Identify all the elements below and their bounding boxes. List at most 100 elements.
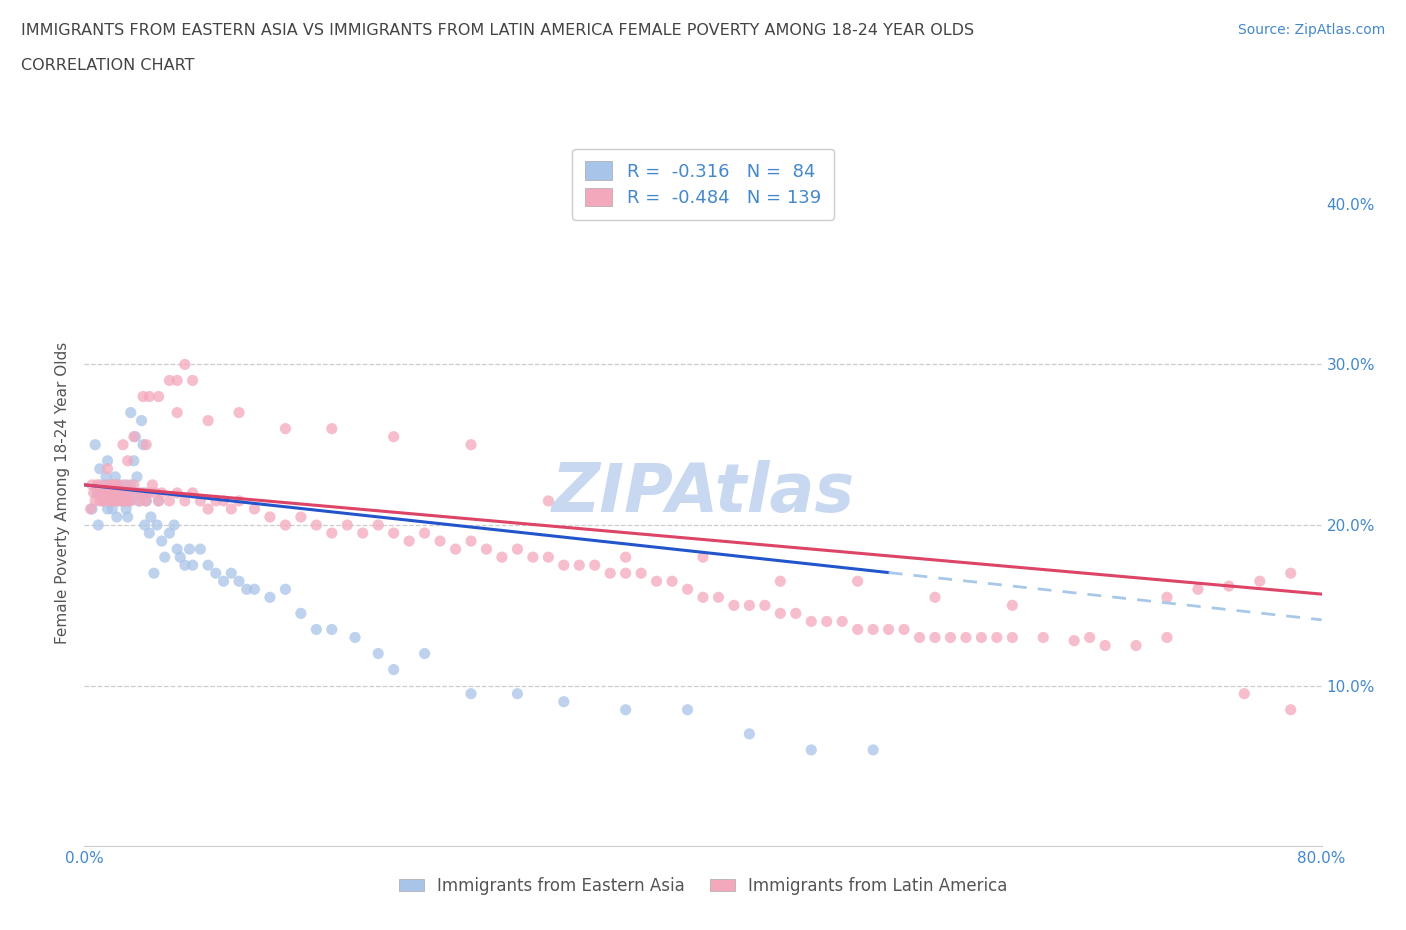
Point — [135, 437, 157, 452]
Point — [148, 494, 170, 509]
Point — [122, 453, 145, 468]
Point — [122, 430, 145, 445]
Point — [522, 550, 544, 565]
Point — [103, 494, 125, 509]
Point — [150, 485, 173, 500]
Text: Source: ZipAtlas.com: Source: ZipAtlas.com — [1237, 23, 1385, 37]
Point — [82, 501, 104, 516]
Point — [491, 550, 513, 565]
Point — [112, 485, 135, 500]
Point — [955, 630, 977, 644]
Point — [274, 421, 297, 436]
Point — [738, 598, 761, 613]
Point — [1187, 582, 1209, 597]
Point — [398, 534, 420, 549]
Point — [382, 525, 405, 540]
Point — [94, 470, 117, 485]
Point — [877, 622, 900, 637]
Point — [274, 518, 297, 533]
Point — [103, 494, 125, 509]
Point — [460, 534, 482, 549]
Point — [344, 630, 367, 644]
Point — [197, 558, 219, 573]
Point — [107, 494, 129, 509]
Point — [259, 590, 281, 604]
Point — [132, 389, 155, 404]
Point — [179, 541, 201, 556]
Text: IMMIGRANTS FROM EASTERN ASIA VS IMMIGRANTS FROM LATIN AMERICA FEMALE POVERTY AMO: IMMIGRANTS FROM EASTERN ASIA VS IMMIGRAN… — [21, 23, 974, 38]
Point — [97, 501, 120, 516]
Point — [101, 485, 124, 500]
Point — [104, 470, 127, 485]
Point — [846, 574, 869, 589]
Point — [583, 558, 606, 573]
Point — [87, 485, 110, 500]
Point — [120, 477, 142, 492]
Point — [89, 485, 111, 500]
Point — [460, 686, 482, 701]
Point — [506, 686, 529, 701]
Point — [107, 477, 129, 492]
Point — [159, 494, 181, 509]
Point — [174, 357, 197, 372]
Point — [101, 501, 124, 516]
Point — [1233, 686, 1256, 701]
Point — [290, 510, 312, 525]
Point — [94, 494, 117, 509]
Point — [169, 550, 191, 565]
Point — [148, 494, 170, 509]
Text: ZIPAtlas: ZIPAtlas — [551, 460, 855, 525]
Point — [970, 630, 993, 644]
Point — [924, 590, 946, 604]
Point — [105, 485, 128, 500]
Point — [986, 630, 1008, 644]
Point — [132, 437, 155, 452]
Point — [676, 582, 699, 597]
Point — [537, 550, 560, 565]
Point — [243, 582, 266, 597]
Point — [537, 494, 560, 509]
Point — [122, 477, 145, 492]
Point — [89, 461, 111, 476]
Point — [460, 437, 482, 452]
Point — [101, 485, 124, 500]
Legend: Immigrants from Eastern Asia, Immigrants from Latin America: Immigrants from Eastern Asia, Immigrants… — [392, 870, 1014, 901]
Point — [1125, 638, 1147, 653]
Point — [188, 541, 212, 556]
Point — [599, 565, 621, 580]
Point — [138, 389, 160, 404]
Point — [146, 518, 169, 533]
Point — [84, 494, 107, 509]
Point — [1001, 598, 1024, 613]
Point — [212, 494, 235, 509]
Point — [444, 541, 467, 556]
Point — [83, 485, 105, 500]
Point — [118, 485, 141, 500]
Point — [139, 510, 162, 525]
Point — [707, 590, 730, 604]
Point — [815, 614, 838, 629]
Point — [89, 477, 111, 492]
Point — [645, 574, 668, 589]
Point — [1279, 565, 1302, 580]
Point — [163, 518, 186, 533]
Point — [553, 558, 575, 573]
Point — [367, 518, 389, 533]
Point — [290, 606, 312, 621]
Point — [174, 494, 197, 509]
Point — [107, 477, 129, 492]
Point — [115, 501, 138, 516]
Point — [82, 477, 104, 492]
Point — [676, 702, 699, 717]
Point — [112, 437, 135, 452]
Point — [1032, 630, 1054, 644]
Point — [159, 525, 181, 540]
Point — [352, 525, 374, 540]
Point — [97, 461, 120, 476]
Point — [91, 494, 114, 509]
Point — [153, 550, 176, 565]
Point — [1078, 630, 1101, 644]
Point — [321, 421, 343, 436]
Point — [382, 662, 405, 677]
Point — [1001, 630, 1024, 644]
